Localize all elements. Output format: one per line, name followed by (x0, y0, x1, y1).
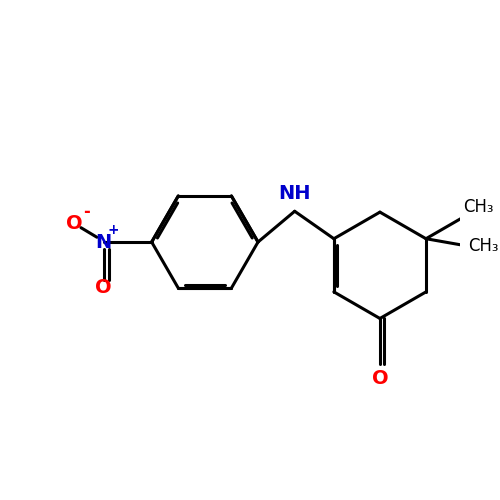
Text: -: - (83, 202, 89, 220)
Text: +: + (108, 224, 119, 237)
Text: O: O (96, 278, 112, 296)
Text: N: N (96, 232, 112, 252)
Text: O: O (372, 369, 388, 388)
Text: NH: NH (278, 184, 311, 204)
Text: O: O (66, 214, 83, 233)
Text: CH₃: CH₃ (463, 198, 494, 216)
Text: CH₃: CH₃ (468, 236, 498, 254)
